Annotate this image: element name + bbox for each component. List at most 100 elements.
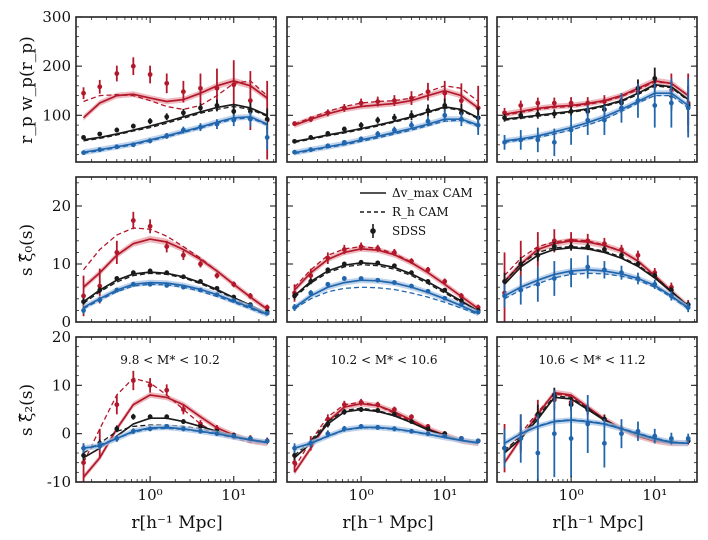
panel-r1-c3 [496,16,698,163]
red-data-point [130,378,136,383]
blue-data-point [502,445,507,451]
red-data-point [147,382,153,388]
y-tick-label: 300 [42,8,71,26]
plot-area [81,57,270,160]
red-data-point [442,90,448,96]
blue-data-point [502,293,507,299]
black-data-point [130,270,136,276]
red-data-point [81,293,86,299]
x-tick-label: 10⁰ [138,486,163,504]
blue-data-point [458,116,464,122]
legend-solid-label: Δv_max CAM [392,186,473,200]
blue-data-point [292,149,297,155]
blue-dashed-line [294,427,479,449]
black-data-point [81,299,86,305]
black-dashed-line [504,245,689,307]
blue-band [83,424,268,452]
red-data-point [147,72,153,77]
red-data-point [247,98,253,103]
red-data-point [308,116,314,122]
blue-band [504,266,689,311]
black-data-point [391,263,397,269]
blue-data-point [130,142,136,148]
y-tick-label: 10 [52,255,71,273]
red-data-point [601,241,607,247]
blue-data-point [551,431,557,437]
black-data-point [325,421,331,427]
blue-data-point [198,428,203,434]
red-data-point [341,402,347,408]
blue-data-point [425,288,431,294]
red-data-point [518,103,524,108]
blue-data-point [551,276,557,281]
black-solid-line [293,261,479,312]
black-solid-line [83,103,268,141]
y-tick-label: 20 [52,328,71,346]
blue-data-point [341,276,347,281]
red-data-point [358,244,364,250]
black-data-point [375,260,381,266]
blue-data-point [668,100,674,106]
blue-data-point [147,426,153,432]
black-data-point [292,138,297,144]
blue-data-point [409,283,414,289]
blue-solid-line [294,118,479,154]
red-data-point [601,99,607,104]
blue-data-point [308,290,314,296]
blue-dashed-line [83,117,268,154]
black-data-point [147,414,153,420]
blue-dashed-line [294,286,479,316]
x-tick-label: 10⁰ [349,486,374,504]
red-data-point [164,80,170,86]
red-band [504,77,689,118]
red-data-point [551,100,557,106]
blue-data-point [652,103,658,108]
red-data-point [391,250,397,255]
blue-data-point [180,426,186,432]
red-data-point [568,100,574,106]
blue-data-point [180,127,186,133]
black-data-point [668,287,674,293]
black-data-point [97,287,103,293]
red-data-point [325,255,331,261]
black-data-point [292,293,297,299]
plot-area [81,370,270,482]
blue-data-point [585,264,591,270]
blue-data-point [292,445,297,451]
legend-sdss-label: SDSS [392,224,426,238]
red-data-point [585,100,591,106]
red-data-point [180,89,186,95]
blue-data-point [292,305,297,310]
red-data-point [81,90,86,96]
black-data-point [341,261,347,267]
red-data-point [585,238,591,244]
red-data-point [325,110,331,116]
blue-data-point [264,438,270,444]
black-data-point [409,270,414,276]
black-data-point [425,279,431,284]
blue-data-point [81,150,86,156]
red-solid-line [82,80,268,119]
blue-data-point [247,436,253,441]
blue-band [294,116,479,156]
y-tick-label: 0 [61,425,71,443]
black-data-point [214,103,220,108]
blue-data-point [147,281,153,287]
panel-r3-c1: -10 0 10 20 10⁰ 10¹ [47,328,277,504]
x-tick-label: 10¹ [432,486,457,504]
black-data-point [635,261,641,267]
red-data-point [458,98,464,103]
x-tick-label: 10⁰ [559,486,584,504]
black-data-point [568,244,574,250]
black-dashed-line [294,263,479,313]
black-data-point [180,110,186,116]
blue-data-point [214,431,220,437]
blue-data-point [585,117,591,123]
blue-data-point [685,305,691,310]
blue-data-point [358,424,364,429]
black-data-point [164,414,170,420]
black-data-point [375,117,381,123]
blue-solid-line [294,279,479,315]
mass-bin-label-1: 9.8 < M* < 10.2 [120,353,219,367]
row2-ylabel: s ξ̂₀(s) [17,224,37,276]
